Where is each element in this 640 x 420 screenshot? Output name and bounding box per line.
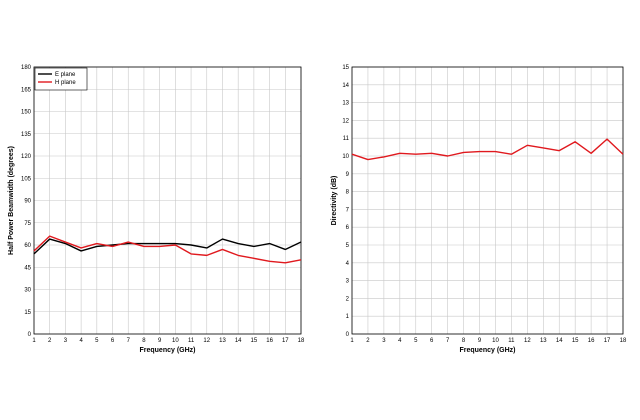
beamwidth-y-tick-label: 75 xyxy=(24,221,31,227)
beamwidth-chart-group: 1 2 3 4 5 6 7 8 9 10 11 12 13 14 15 16 17 180153045607590… xyxy=(8,65,305,354)
directivity-x-tick-label: 11 xyxy=(508,338,515,344)
directivity-x-tick-label: 15 xyxy=(572,338,579,344)
beamwidth-x-axis-title: Frequency (GHz) xyxy=(139,347,195,354)
beamwidth-x-tick-label: 16 xyxy=(266,338,273,344)
directivity-x-tick-label: 17 xyxy=(604,338,611,344)
directivity-series-line-0 xyxy=(351,138,624,161)
beamwidth-y-tick-label: 105 xyxy=(21,176,32,182)
beamwidth-x-tick-label: 3 xyxy=(64,338,68,344)
beamwidth-y-tick-label: 30 xyxy=(24,288,31,294)
directivity-x-axis-title: Frequency (GHz) xyxy=(459,347,515,354)
beamwidth-x-tick-label: 14 xyxy=(235,338,242,344)
beamwidth-y-tick-label: 165 xyxy=(21,87,32,93)
directivity-x-tick-label: 14 xyxy=(556,338,563,344)
beamwidth-plot-frame xyxy=(33,66,302,335)
directivity-y-tick-label: 14 xyxy=(342,83,349,89)
beamwidth-x-tick-label: 12 xyxy=(203,338,210,344)
beamwidth-y-tick-label: 90 xyxy=(24,199,31,205)
beamwidth-x-tick-label: 17 xyxy=(282,338,289,344)
directivity-y-tick-label: 15 xyxy=(342,65,349,71)
directivity-y-tick-label: 9 xyxy=(346,172,350,178)
directivity-y-tick-label: 3 xyxy=(346,279,350,285)
directivity-y-tick-label: 2 xyxy=(346,296,350,302)
directivity-y-tick-label: 10 xyxy=(342,154,349,160)
directivity-x-tick-label: 12 xyxy=(524,338,531,344)
directivity-x-tick-label: 13 xyxy=(540,338,547,344)
directivity-y-tick-label: 13 xyxy=(342,101,349,107)
beamwidth-series-line-h-plane xyxy=(33,235,302,264)
directivity-x-tick-label: 5 xyxy=(414,338,418,344)
beamwidth-series-line-e-plane xyxy=(33,238,302,255)
beamwidth-x-tick-label: 7 xyxy=(127,338,131,344)
beamwidth-x-tick-label: 15 xyxy=(251,338,258,344)
directivity-x-tick-label: 4 xyxy=(398,338,402,344)
legend-label-e-plane: E plane xyxy=(55,72,76,78)
beamwidth-x-tick-label: 10 xyxy=(172,338,179,344)
beamwidth-y-tick-label: 120 xyxy=(21,154,32,160)
directivity-y-axis-title: Directivity (dB) xyxy=(331,176,338,226)
directivity-y-tick-label: 11 xyxy=(343,136,350,142)
directivity-x-tick-label: 18 xyxy=(620,338,627,344)
beamwidth-x-tick-label: 13 xyxy=(219,338,226,344)
directivity-y-tick-label: 12 xyxy=(342,118,349,124)
directivity-x-tick-label: 16 xyxy=(588,338,595,344)
directivity-plot-frame xyxy=(351,66,624,335)
beamwidth-x-tick-label: 5 xyxy=(95,338,99,344)
directivity-y-tick-label: 7 xyxy=(346,207,350,213)
beamwidth-y-tick-label: 180 xyxy=(21,65,32,71)
directivity-y-tick-label: 0 xyxy=(346,332,350,338)
beamwidth-x-tick-label: 8 xyxy=(142,338,146,344)
beamwidth-y-tick-label: 60 xyxy=(24,243,31,249)
beamwidth-x-tick-label: 11 xyxy=(188,338,195,344)
directivity-x-tick-label: 1 xyxy=(350,338,354,344)
beamwidth-x-tick-label: 9 xyxy=(158,338,162,344)
directivity-x-tick-label: 8 xyxy=(462,338,466,344)
beamwidth-y-axis-title: Half Power Beamwidth (degrees) xyxy=(8,146,15,255)
directivity-x-tick-label: 3 xyxy=(382,338,386,344)
directivity-x-tick-label: 10 xyxy=(492,338,499,344)
directivity-x-tick-label: 2 xyxy=(366,338,370,344)
directivity-y-tick-label: 8 xyxy=(346,190,350,196)
directivity-y-tick-label: 5 xyxy=(346,243,350,249)
directivity-x-tick-label: 9 xyxy=(478,338,482,344)
beamwidth-x-tick-label: 4 xyxy=(79,338,83,344)
beamwidth-x-tick-label: 6 xyxy=(111,338,115,344)
beamwidth-x-tick-label: 18 xyxy=(298,338,305,344)
directivity-chart-group: 1 2 3 4 5 6 7 8 9 10 11 12 13 14 15 16 17 180123456789101… xyxy=(331,65,627,354)
beamwidth-y-tick-label: 0 xyxy=(28,332,32,338)
directivity-y-tick-label: 6 xyxy=(346,225,350,231)
directivity-x-tick-label: 6 xyxy=(430,338,434,344)
beamwidth-x-tick-label: 1 xyxy=(32,338,36,344)
beamwidth-y-tick-label: 150 xyxy=(21,110,32,116)
beamwidth-y-tick-label: 135 xyxy=(21,132,32,138)
directivity-x-tick-label: 7 xyxy=(446,338,450,344)
legend-label-h-plane: H plane xyxy=(55,80,76,86)
directivity-y-tick-label: 1 xyxy=(346,314,350,320)
beamwidth-y-tick-label: 15 xyxy=(24,310,31,316)
beamwidth-x-tick-label: 2 xyxy=(48,338,52,344)
beamwidth-y-tick-label: 45 xyxy=(24,265,31,271)
directivity-y-tick-label: 4 xyxy=(346,261,350,267)
